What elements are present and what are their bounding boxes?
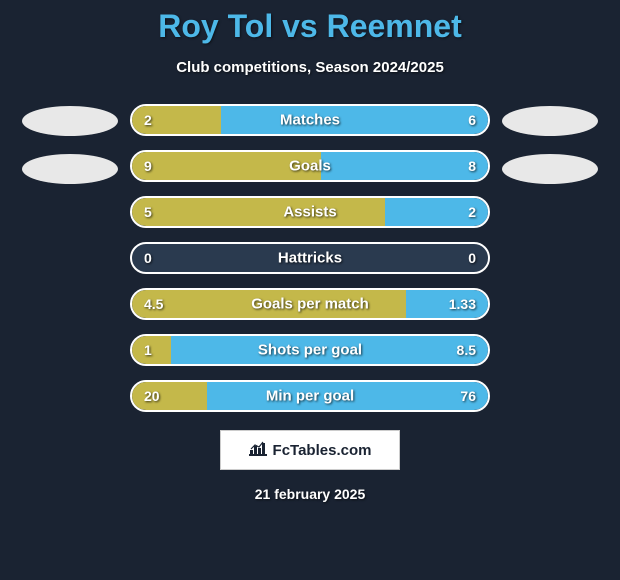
player2-avatars: [502, 104, 598, 184]
player1-avatar-2: [22, 154, 118, 184]
logo-text: FcTables.com: [273, 442, 372, 459]
stat-label: Hattricks: [132, 250, 488, 267]
stat-bar-left: [132, 382, 207, 410]
stat-bar-right: [171, 336, 488, 364]
stat-row: 52Assists: [130, 196, 490, 228]
player2-avatar-2: [502, 154, 598, 184]
chart-icon: [249, 440, 267, 461]
comparison-container: Roy Tol vs Reemnet Club competitions, Se…: [0, 0, 620, 580]
stat-row: 0 0Hattricks: [130, 242, 490, 274]
player1-avatars: [22, 104, 118, 184]
page-title: Roy Tol vs Reemnet: [158, 8, 461, 45]
stat-bar-left: [132, 290, 406, 318]
stat-bar-left: [132, 152, 321, 180]
stat-bar-right: [207, 382, 488, 410]
stat-bar-left: [132, 198, 385, 226]
stat-row: 26Matches: [130, 104, 490, 136]
player2-avatar-1: [502, 106, 598, 136]
stat-value-left: 0: [144, 250, 152, 266]
chart-area: 26Matches 98Goals 52Assists 0 0Hattricks 4.51…: [0, 104, 620, 412]
date-text: 21 february 2025: [255, 486, 366, 502]
stat-row: 2076Min per goal: [130, 380, 490, 412]
player1-avatar-1: [22, 106, 118, 136]
stat-bar-right: [385, 198, 488, 226]
stat-bar-right: [221, 106, 488, 134]
stat-bar-left: [132, 106, 221, 134]
stat-row: 4.51.33Goals per match: [130, 288, 490, 320]
fctables-logo[interactable]: FcTables.com: [220, 430, 400, 470]
stat-row: 18.5Shots per goal: [130, 334, 490, 366]
stat-bar-right: [321, 152, 488, 180]
stat-bars: 26Matches 98Goals 52Assists 0 0Hattricks 4.51…: [130, 104, 490, 412]
stat-row: 98Goals: [130, 150, 490, 182]
stat-value-right: 0: [468, 250, 476, 266]
subtitle: Club competitions, Season 2024/2025: [176, 59, 444, 76]
stat-bar-left: [132, 336, 171, 364]
stat-bar-right: [406, 290, 488, 318]
